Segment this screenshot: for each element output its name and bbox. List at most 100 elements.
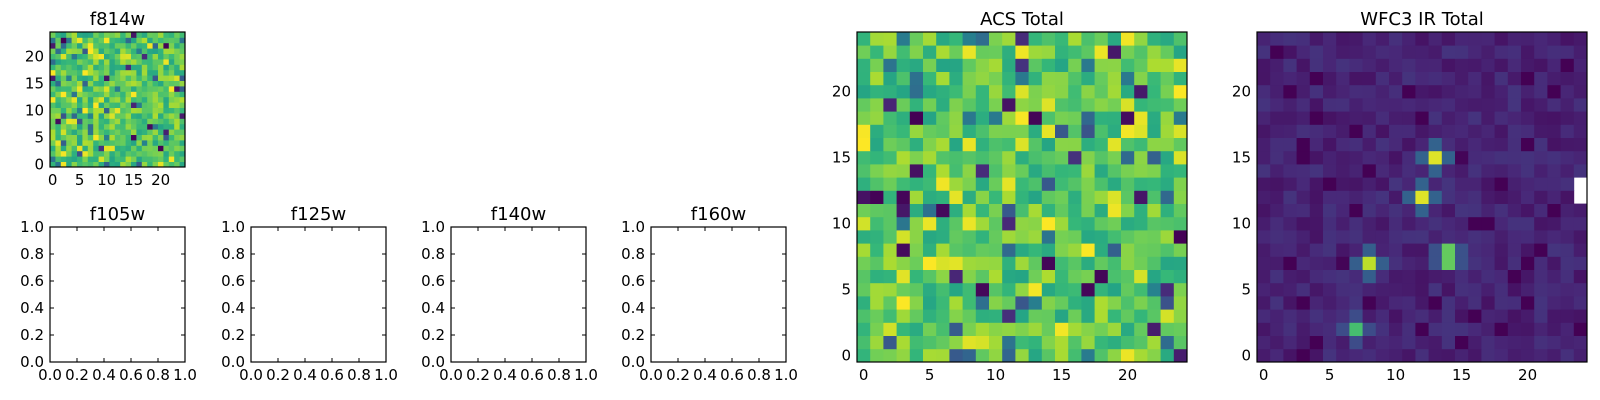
heatmap-cell xyxy=(883,58,897,72)
heatmap-cell xyxy=(131,48,137,54)
heatmap-cell xyxy=(1441,256,1456,270)
heatmap-cell xyxy=(109,134,116,141)
heatmap-cell xyxy=(109,32,116,38)
heatmap-cell xyxy=(125,134,132,141)
heatmap-cell xyxy=(141,118,148,125)
heatmap-cell xyxy=(1160,243,1175,257)
heatmap-cell xyxy=(1521,256,1535,270)
heatmap-cell xyxy=(98,140,105,146)
heatmap-cell xyxy=(1349,137,1363,152)
heatmap-cell xyxy=(1428,269,1443,284)
heatmap-cell xyxy=(141,102,148,108)
heatmap-cell xyxy=(163,69,170,76)
heatmap-cell xyxy=(1055,84,1069,99)
heatmap-cell xyxy=(1309,230,1324,244)
heatmap-cell xyxy=(923,309,937,323)
heatmap-cell xyxy=(1002,256,1016,270)
heatmap-cell xyxy=(1173,348,1188,363)
heatmap-cell xyxy=(136,75,143,81)
heatmap-cell xyxy=(1002,45,1016,59)
heatmap-cell xyxy=(77,64,83,71)
heatmap-cell xyxy=(109,75,116,81)
heatmap-cell xyxy=(1507,164,1522,178)
heatmap-cell xyxy=(1402,216,1416,231)
heatmap-cell xyxy=(98,42,105,49)
heatmap-cell xyxy=(923,124,937,138)
heatmap-cell xyxy=(82,140,89,146)
heatmap-cell xyxy=(1494,216,1509,231)
heatmap-cell xyxy=(174,32,180,38)
heatmap-cell xyxy=(158,145,164,152)
heatmap-cell xyxy=(136,69,143,76)
heatmap-cell xyxy=(1121,71,1135,86)
heatmap-cell xyxy=(114,96,121,103)
heatmap-cell xyxy=(1560,309,1575,323)
heatmap-cell xyxy=(147,42,153,49)
heatmap-cell xyxy=(1055,296,1069,310)
heatmap-cell xyxy=(1349,282,1363,297)
heatmap-cell xyxy=(1134,296,1148,310)
heatmap-cell xyxy=(1521,71,1535,86)
heatmap-cell xyxy=(1055,137,1069,152)
heatmap-cell xyxy=(125,59,132,65)
heatmap-cell xyxy=(1257,45,1271,59)
heatmap-cell xyxy=(87,80,94,87)
heatmap-cell xyxy=(1375,124,1390,138)
heatmap-cell xyxy=(1041,32,1056,46)
heatmap-cell xyxy=(1455,84,1469,99)
heatmap-cell xyxy=(55,59,62,65)
heatmap-cell xyxy=(93,118,99,125)
heatmap-cell xyxy=(1257,269,1271,284)
heatmap-cell xyxy=(1455,45,1469,59)
heatmap-cell xyxy=(1002,98,1016,112)
heatmap-cell xyxy=(936,348,950,363)
y-tick-label: 0.0 xyxy=(621,353,645,371)
heatmap-cell xyxy=(1055,322,1069,336)
heatmap-cell xyxy=(1507,269,1522,284)
heatmap-cell xyxy=(1389,71,1403,86)
heatmap-cell xyxy=(1402,84,1416,99)
heatmap-cell xyxy=(1573,71,1588,86)
heatmap-cell xyxy=(104,140,110,146)
y-tick-label: 0.8 xyxy=(621,245,645,263)
heatmap-cell xyxy=(1323,335,1337,350)
heatmap-cell xyxy=(1041,282,1056,297)
heatmap-cell xyxy=(1257,322,1271,336)
heatmap-cell xyxy=(120,75,126,81)
heatmap-cell xyxy=(1389,137,1403,152)
heatmap-cell xyxy=(936,335,950,350)
heatmap-cell xyxy=(87,91,94,98)
heatmap-cell xyxy=(989,269,1003,284)
heatmap-cell xyxy=(962,282,977,297)
heatmap-cell xyxy=(125,86,132,92)
heatmap-cell xyxy=(1323,203,1337,218)
heatmap-cell xyxy=(1055,32,1069,46)
heatmap-cell xyxy=(857,190,871,204)
heatmap-cell xyxy=(77,75,83,81)
heatmap-cell xyxy=(1389,348,1403,363)
heatmap-cell xyxy=(71,80,78,87)
heatmap-cell xyxy=(1428,322,1443,336)
heatmap-cell xyxy=(883,296,897,310)
heatmap-cell xyxy=(962,243,977,257)
heatmap-cell xyxy=(909,45,924,59)
heatmap-cell xyxy=(1349,45,1363,59)
heatmap-cell xyxy=(152,86,159,92)
heatmap-cell xyxy=(120,91,126,98)
heatmap-cell xyxy=(98,96,105,103)
heatmap-cell xyxy=(152,59,159,65)
heatmap-cell xyxy=(923,296,937,310)
heatmap-cell xyxy=(1507,216,1522,231)
subplot-title: f160w xyxy=(691,204,746,225)
heatmap-cell xyxy=(158,118,164,125)
heatmap-cell xyxy=(857,335,871,350)
heatmap-cell xyxy=(1494,296,1509,310)
heatmap-cell xyxy=(1041,58,1056,72)
heatmap-cell xyxy=(1336,335,1350,350)
heatmap-cell xyxy=(50,129,56,135)
heatmap-cell xyxy=(1094,71,1109,86)
heatmap-cell xyxy=(114,140,121,146)
heatmap-cell xyxy=(120,37,126,44)
heatmap-cell xyxy=(1415,177,1429,191)
heatmap-cell xyxy=(1309,216,1324,231)
